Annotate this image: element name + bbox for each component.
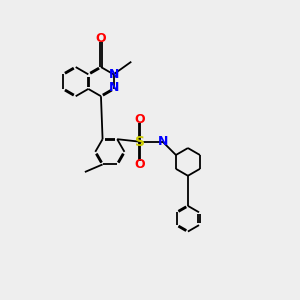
Text: O: O <box>135 113 145 126</box>
Text: N: N <box>108 68 119 81</box>
Text: O: O <box>96 32 106 45</box>
Text: S: S <box>135 135 145 149</box>
Text: N: N <box>108 81 119 94</box>
Text: O: O <box>135 158 145 171</box>
Text: N: N <box>158 135 168 148</box>
